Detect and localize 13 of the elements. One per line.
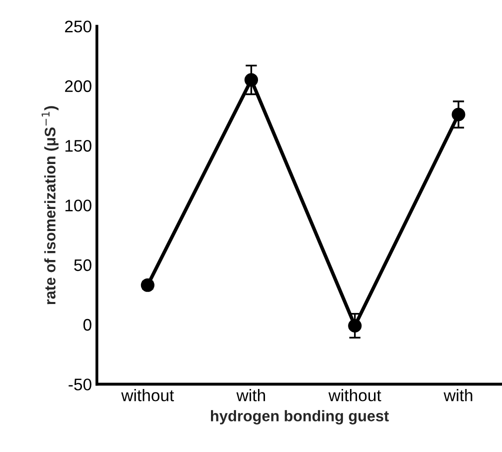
y-tick-label: 250 <box>65 20 92 32</box>
y-axis-title: rate of isomerization (μS$^{−1}$) <box>42 106 59 304</box>
x-tick-label: with <box>444 389 472 402</box>
x-tick-label: without <box>328 389 382 402</box>
x-tick-label: without <box>121 389 174 402</box>
x-axis-title: hydrogen bonding guest <box>210 410 389 424</box>
y-tick-label: -50 <box>68 378 92 390</box>
y-tick-label: 150 <box>65 140 92 152</box>
y-tick-label: 0 <box>83 318 92 331</box>
x-tick-label: with <box>236 389 265 402</box>
y-tick-label: 100 <box>65 200 92 212</box>
y-tick-label: 200 <box>65 80 92 92</box>
y-tick-label: 50 <box>74 259 92 272</box>
